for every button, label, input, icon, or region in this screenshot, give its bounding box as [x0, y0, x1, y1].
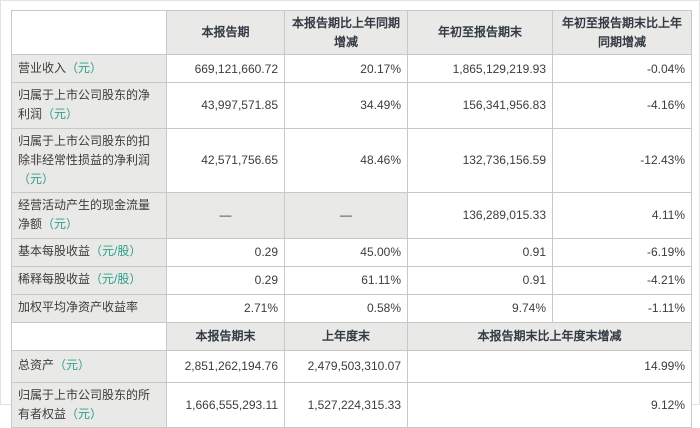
table-row-operating-cash-flow: 经营活动产生的现金流量净额（元） — — 136,289,015.33 4.11… [11, 192, 692, 239]
cell-yoy-change: — [284, 192, 408, 239]
header-row-period: 本报告期 本报告期比上年同期增减 年初至报告期末 年初至报告期末比上年同期增减 [11, 9, 692, 56]
cell-ytd-yoy-change: -6.19% [552, 237, 692, 267]
row-label-unit: （元） [18, 171, 55, 186]
row-label-text: 基本每股收益 [18, 244, 91, 259]
row-label-unit: （元） [66, 61, 103, 76]
cell-ytd: 0.91 [407, 265, 553, 295]
cell-ytd-yoy-change: -0.04% [552, 54, 692, 84]
row-label: 归属于上市公司股东的扣除非经常性损益的净利润 （元） [11, 127, 167, 194]
corner-cell [11, 9, 167, 56]
table-row-net-profit: 归属于上市公司股东的净利润（元） 43,997,571.85 34.49% 15… [11, 82, 692, 129]
table-row-net-profit-deducted: 归属于上市公司股东的扣除非经常性损益的净利润（元） 42,571,756.65 … [11, 127, 692, 194]
table-row-revenue: 营业收入（元） 669,121,660.72 20.17% 1,865,129,… [11, 54, 692, 84]
cell-ytd: 156,341,956.83 [407, 82, 553, 129]
header-row-period-end: 本报告期末 上年度末 本报告期末比上年度末增减 [11, 321, 692, 351]
cell-prior-year-end: 2,479,503,310.07 [284, 349, 408, 383]
cell-ytd-yoy-change: -1.11% [552, 293, 692, 323]
cell-current-period: 669,121,660.72 [166, 54, 285, 84]
row-label-unit: （元） [54, 358, 91, 373]
col-header-ytd: 年初至报告期末 [407, 9, 553, 56]
cell-yoy-change: 34.49% [284, 82, 408, 129]
row-label: 经营活动产生的现金流量净额（元） [11, 192, 167, 239]
col-header-ytd-yoy-change: 年初至报告期末比上年同期增减 [552, 9, 692, 56]
row-label: 基本每股收益（元/股） [11, 237, 167, 267]
cell-yoy-change: 61.11% [284, 265, 408, 295]
col-header-period-end: 本报告期末 [166, 321, 285, 351]
col-header-current-period: 本报告期 [166, 9, 285, 56]
row-label-text: 加权平均净资产收益率 [18, 300, 139, 315]
cell-ytd-yoy-change: -4.21% [552, 265, 692, 295]
row-label-unit: （元） [42, 217, 79, 232]
row-label: 加权平均净资产收益率 [11, 293, 167, 323]
table-row-weighted-roe: 加权平均净资产收益率 2.71% 0.58% 9.74% -1.11% [11, 293, 692, 323]
row-label-text: 稀释每股收益 [18, 272, 91, 287]
cell-ytd: 136,289,015.33 [407, 192, 553, 239]
cell-ytd-yoy-change: 4.11% [552, 192, 692, 239]
row-label-text: 归属于上市公司股东的扣除非经常性损益的净利润 [18, 133, 151, 167]
cell-ytd: 132,736,156.59 [407, 127, 553, 194]
cell-yoy-change: 45.00% [284, 237, 408, 267]
row-label-text: 总资产 [18, 358, 55, 373]
cell-ytd-yoy-change: -4.16% [552, 82, 692, 129]
cell-current-period: 42,571,756.65 [166, 127, 285, 194]
row-label: 稀释每股收益（元/股） [11, 265, 167, 295]
row-label: 归属于上市公司股东的净利润（元） [11, 82, 167, 129]
row-label: 营业收入（元） [11, 54, 167, 84]
cell-yoy-change: 20.17% [284, 54, 408, 84]
cell-yoy-change: 0.58% [284, 293, 408, 323]
corner-cell [11, 321, 167, 351]
cell-current-period: 2.71% [166, 293, 285, 323]
cell-current-period: — [166, 192, 285, 239]
row-label: 总资产（元） [11, 349, 167, 383]
table-row-total-assets: 总资产（元） 2,851,262,194.76 2,479,503,310.07… [11, 349, 692, 383]
row-label-text: 经营活动产生的现金流量净额 [18, 198, 151, 232]
row-label-unit: （元） [66, 406, 103, 421]
cell-ytd-yoy-change: -12.43% [552, 127, 692, 194]
cell-yoy-change: 48.46% [284, 127, 408, 194]
cell-change: 14.99% [407, 349, 692, 383]
col-header-period-end-change: 本报告期末比上年度末增减 [407, 321, 692, 351]
col-header-prior-year-end: 上年度末 [284, 321, 408, 351]
row-label-unit: （元） [42, 107, 79, 122]
table-row-diluted-eps: 稀释每股收益（元/股） 0.29 61.11% 0.91 -4.21% [11, 265, 692, 295]
table-row-basic-eps: 基本每股收益（元/股） 0.29 45.00% 0.91 -6.19% [11, 237, 692, 267]
col-header-yoy-change: 本报告期比上年同期增减 [284, 9, 408, 56]
cell-ytd: 1,865,129,219.93 [407, 54, 553, 84]
cell-current-period: 0.29 [166, 265, 285, 295]
financial-summary-table: 本报告期 本报告期比上年同期增减 年初至报告期末 年初至报告期末比上年同期增减 … [11, 9, 692, 428]
cell-ytd: 0.91 [407, 237, 553, 267]
row-label-unit: （元/股） [90, 272, 142, 287]
row-label-unit: （元/股） [90, 244, 142, 259]
row-label-text: 归属于上市公司股东的净利润 [18, 88, 151, 122]
cell-ytd: 9.74% [407, 293, 553, 323]
cell-current-period: 43,997,571.85 [166, 82, 285, 129]
cell-period-end: 2,851,262,194.76 [166, 349, 285, 383]
cell-current-period: 0.29 [166, 237, 285, 267]
row-label-text: 营业收入 [18, 61, 67, 76]
